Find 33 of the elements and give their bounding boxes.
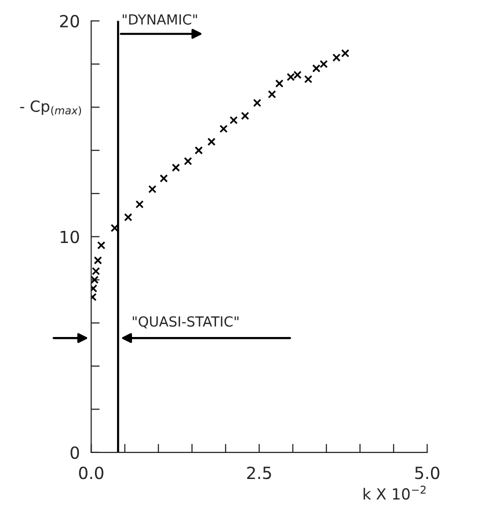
point [253, 98, 262, 107]
point [240, 112, 250, 120]
point [207, 138, 216, 146]
point [92, 267, 100, 276]
y-tick-label: 0 [70, 446, 79, 459]
point [275, 79, 284, 88]
point [194, 146, 203, 154]
y-tick-label: 20 [60, 14, 79, 28]
point [184, 157, 192, 166]
point [124, 213, 132, 222]
point [135, 200, 144, 208]
y-tick-label: 10 [60, 230, 79, 244]
point [97, 241, 106, 250]
point [219, 124, 228, 133]
point [230, 116, 238, 124]
point [268, 90, 276, 98]
point [320, 60, 328, 68]
x-axis-title: k X 10$^{−2}$ [364, 486, 426, 500]
point [312, 64, 320, 72]
point [332, 54, 341, 62]
annotation: "QUASI-STATIC" [132, 316, 238, 328]
annotation: "DYNAMIC" [122, 14, 197, 25]
x-tick-label: 0.0 [79, 466, 104, 480]
point [341, 49, 350, 58]
point [172, 164, 180, 172]
y-axis-title: - Cp$_{(max)}$ [20, 100, 82, 116]
point [160, 174, 168, 182]
x-tick-label: 2.5 [247, 466, 271, 480]
point [148, 185, 156, 194]
x-tick-label: 5.0 [415, 466, 440, 480]
point [91, 276, 99, 284]
point [94, 256, 102, 264]
point [304, 75, 312, 84]
